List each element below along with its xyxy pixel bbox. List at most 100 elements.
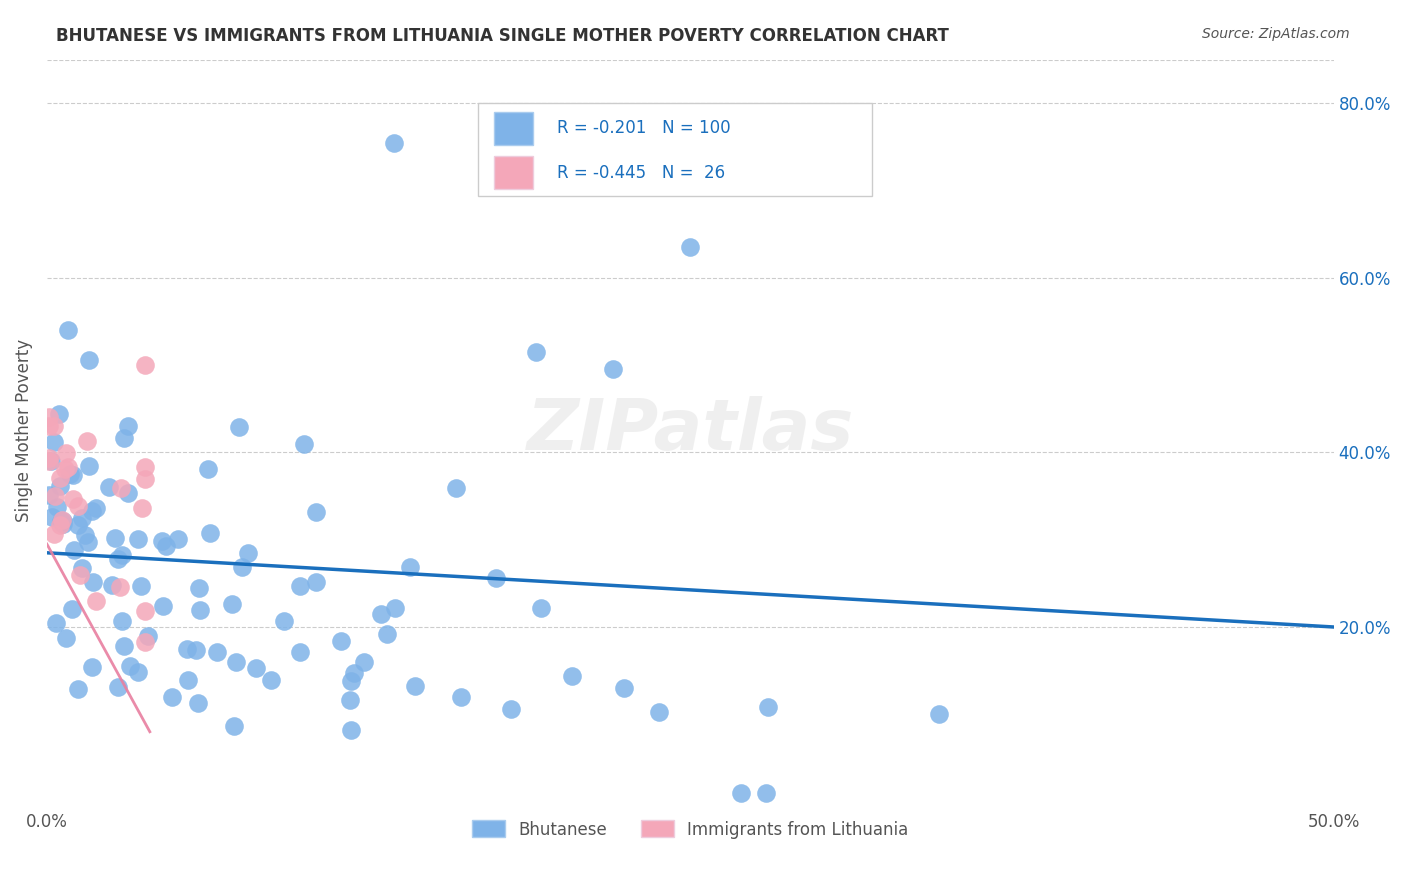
FancyBboxPatch shape bbox=[478, 103, 872, 196]
Point bbox=[39, 454, 62, 468]
Point bbox=[97, 480, 120, 494]
Point bbox=[118, 659, 141, 673]
Point bbox=[524, 345, 547, 359]
Point bbox=[70, 511, 93, 525]
Point bbox=[370, 607, 392, 621]
Point bbox=[112, 639, 135, 653]
Point bbox=[82, 575, 104, 590]
Point bbox=[176, 642, 198, 657]
Point bbox=[110, 614, 132, 628]
Point bbox=[80, 503, 103, 517]
Point bbox=[136, 629, 159, 643]
Point bbox=[305, 575, 328, 590]
FancyBboxPatch shape bbox=[494, 156, 533, 189]
Point bbox=[42, 434, 65, 449]
Point bbox=[679, 240, 702, 254]
Point bbox=[111, 548, 134, 562]
Point bbox=[49, 517, 72, 532]
Point bbox=[155, 539, 177, 553]
Point bbox=[45, 615, 67, 630]
Y-axis label: Single Mother Poverty: Single Mother Poverty bbox=[15, 339, 32, 522]
Point bbox=[131, 501, 153, 516]
Point bbox=[134, 358, 156, 372]
Point bbox=[561, 669, 583, 683]
Point bbox=[150, 534, 173, 549]
Point bbox=[107, 551, 129, 566]
Point bbox=[404, 679, 426, 693]
Point bbox=[110, 481, 132, 495]
Point bbox=[127, 532, 149, 546]
Point bbox=[82, 660, 104, 674]
Point bbox=[77, 535, 100, 549]
Point bbox=[225, 655, 247, 669]
Point bbox=[51, 513, 73, 527]
Point bbox=[290, 645, 312, 659]
Point bbox=[176, 673, 198, 687]
Point bbox=[52, 516, 75, 531]
Point bbox=[77, 459, 100, 474]
Point bbox=[38, 410, 60, 425]
Point bbox=[353, 656, 375, 670]
Point bbox=[117, 419, 139, 434]
Point bbox=[187, 696, 209, 710]
Point bbox=[499, 702, 522, 716]
Point bbox=[613, 681, 636, 695]
Point bbox=[56, 323, 79, 337]
FancyBboxPatch shape bbox=[494, 112, 533, 145]
Point bbox=[273, 614, 295, 628]
Point bbox=[292, 437, 315, 451]
Point bbox=[602, 362, 624, 376]
Point bbox=[129, 579, 152, 593]
Point bbox=[48, 407, 70, 421]
Point bbox=[134, 604, 156, 618]
Point bbox=[382, 136, 405, 150]
Point bbox=[162, 690, 184, 705]
Point bbox=[197, 462, 219, 476]
Point bbox=[339, 674, 361, 689]
Point bbox=[38, 488, 60, 502]
Point bbox=[53, 462, 76, 476]
Point bbox=[224, 719, 246, 733]
Point bbox=[288, 579, 311, 593]
Point bbox=[62, 543, 84, 558]
Point bbox=[184, 643, 207, 657]
Point bbox=[41, 510, 63, 524]
Point bbox=[38, 419, 60, 434]
Point bbox=[77, 352, 100, 367]
Point bbox=[236, 546, 259, 560]
Point bbox=[259, 673, 281, 687]
Point bbox=[69, 567, 91, 582]
Point bbox=[104, 531, 127, 545]
Point bbox=[75, 528, 97, 542]
Point bbox=[38, 454, 60, 468]
Point bbox=[446, 481, 468, 495]
Point bbox=[86, 594, 108, 608]
Text: Source: ZipAtlas.com: Source: ZipAtlas.com bbox=[1202, 27, 1350, 41]
Point bbox=[59, 467, 82, 481]
Point bbox=[44, 489, 66, 503]
Point bbox=[228, 420, 250, 434]
Point bbox=[62, 491, 84, 506]
Point bbox=[755, 786, 778, 800]
Point bbox=[152, 599, 174, 613]
Point bbox=[399, 560, 422, 574]
Point bbox=[38, 451, 60, 466]
Point bbox=[928, 706, 950, 721]
Point bbox=[60, 602, 83, 616]
Point bbox=[330, 634, 353, 648]
Point bbox=[188, 603, 211, 617]
Point bbox=[343, 665, 366, 680]
Text: ZIPatlas: ZIPatlas bbox=[527, 396, 853, 465]
Point bbox=[45, 500, 67, 514]
Point bbox=[76, 434, 98, 448]
Point bbox=[110, 581, 132, 595]
Point bbox=[127, 665, 149, 679]
Point bbox=[55, 445, 77, 459]
Point bbox=[134, 472, 156, 486]
Legend: Bhutanese, Immigrants from Lithuania: Bhutanese, Immigrants from Lithuania bbox=[465, 814, 915, 846]
Point bbox=[188, 581, 211, 595]
Point bbox=[62, 468, 84, 483]
Point bbox=[198, 525, 221, 540]
Point bbox=[112, 431, 135, 445]
Point bbox=[340, 723, 363, 738]
